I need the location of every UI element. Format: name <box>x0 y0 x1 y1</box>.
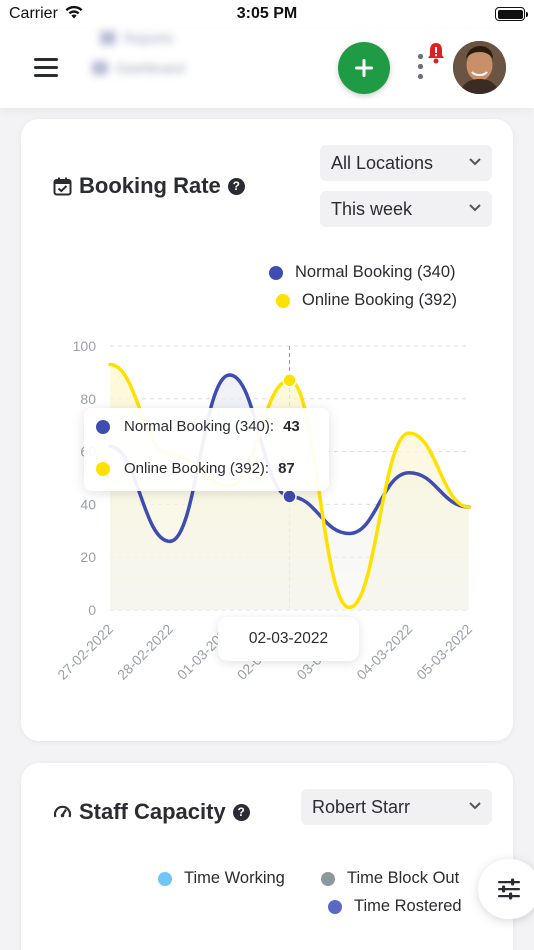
tooltip-dot <box>96 419 110 434</box>
legend-dot <box>158 871 172 886</box>
blurred-nav-label: Dashboard <box>116 60 185 76</box>
clock: 3:05 PM <box>236 5 298 22</box>
legend-dot <box>276 293 290 308</box>
staff-select-value: Robert Starr <box>312 796 411 817</box>
filter-button[interactable] <box>478 859 534 919</box>
blurred-icon <box>92 61 108 75</box>
chevron-down-icon <box>469 802 481 810</box>
booking-rate-heading: Booking Rate ? <box>53 173 245 199</box>
help-icon[interactable]: ? <box>227 177 245 195</box>
hamburger-menu-icon[interactable] <box>34 58 60 78</box>
blurred-nav-item: Dashboard <box>92 60 185 76</box>
legend-time-working[interactable]: Time Working <box>158 869 285 888</box>
legend-online-booking[interactable]: Online Booking (392) <box>276 291 457 310</box>
legend-label: Normal Booking (340) <box>295 263 456 281</box>
period-select[interactable]: This week <box>320 191 492 227</box>
wifi-icon <box>64 4 84 25</box>
app-header: Reports Dashboard <box>0 30 534 108</box>
chevron-down-icon <box>469 158 481 166</box>
legend-normal-booking[interactable]: Normal Booking (340) <box>269 263 456 282</box>
tooltip-date: 02-03-2022 <box>218 617 359 661</box>
tooltip-label: Normal Booking (340): <box>124 418 275 435</box>
legend-label: Online Booking (392) <box>302 291 458 309</box>
tooltip-value: 87 <box>278 460 295 477</box>
status-bar: Carrier 3:05 PM <box>0 0 534 30</box>
battery-icon <box>495 7 528 21</box>
speedometer-icon <box>53 805 72 817</box>
tooltip-row-online: Online Booking (392): 87 <box>96 460 295 477</box>
staff-select[interactable]: Robert Starr <box>301 789 492 825</box>
period-select-value: This week <box>331 198 413 219</box>
legend-time-block-out[interactable]: Time Block Out <box>321 869 459 888</box>
legend-label: Time Working <box>184 869 285 887</box>
chevron-down-icon <box>469 204 481 212</box>
legend-time-rostered[interactable]: Time Rostered <box>328 897 462 916</box>
staff-capacity-title: Staff Capacity <box>79 799 226 824</box>
blurred-icon <box>100 31 116 45</box>
location-select-value: All Locations <box>331 152 434 173</box>
add-button[interactable] <box>338 42 390 94</box>
legend-dot <box>328 899 342 914</box>
location-select[interactable]: All Locations <box>320 145 492 181</box>
blurred-nav-label: Reports <box>124 30 174 46</box>
user-avatar[interactable] <box>453 41 506 94</box>
tooltip-label: Online Booking (392): <box>124 460 270 477</box>
legend-dot <box>321 871 335 886</box>
tooltip-row-normal: Normal Booking (340): 43 <box>96 418 300 435</box>
calendar-check-icon <box>53 177 72 195</box>
help-icon[interactable]: ? <box>232 803 250 821</box>
tooltip-dot <box>96 461 110 476</box>
blurred-nav-item: Reports <box>100 30 173 46</box>
legend-label: Time Block Out <box>347 869 460 887</box>
tooltip-value: 43 <box>283 418 300 435</box>
staff-capacity-card: Staff Capacity ? Robert Starr Time Worki… <box>21 763 513 950</box>
sliders-icon <box>498 878 520 900</box>
more-options-icon[interactable] <box>414 52 426 82</box>
booking-rate-title: Booking Rate <box>79 173 221 198</box>
staff-capacity-heading: Staff Capacity ? <box>53 799 250 825</box>
chart-tooltip: Normal Booking (340): 43 Online Booking … <box>84 408 329 491</box>
legend-label: Time Rostered <box>354 897 462 915</box>
carrier-label: Carrier <box>9 5 58 22</box>
notification-bell-icon[interactable] <box>426 41 446 70</box>
legend-dot <box>269 265 283 280</box>
plus-icon <box>355 59 373 77</box>
